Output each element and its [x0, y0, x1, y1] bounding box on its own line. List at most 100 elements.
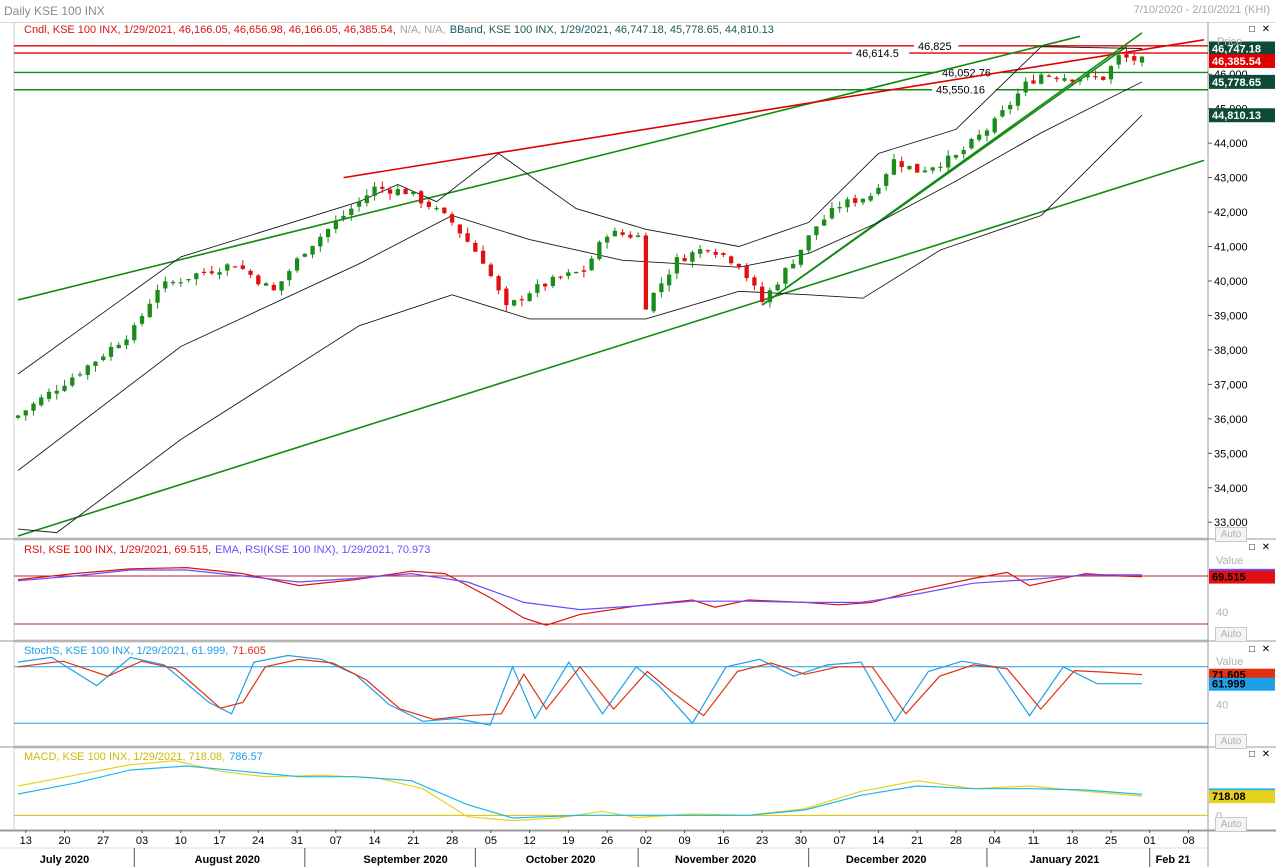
x-month-label: Feb 21: [1156, 854, 1191, 866]
candle-body: [674, 257, 680, 274]
x-day-label: 30: [795, 835, 807, 847]
candle-body: [1108, 66, 1114, 80]
candle-body: [225, 264, 230, 271]
rsi-maximize-icon[interactable]: □: [1248, 542, 1256, 553]
x-day-label: 24: [252, 835, 264, 847]
candle-body: [364, 195, 369, 204]
candle-body: [705, 250, 711, 252]
x-day-label: 02: [640, 835, 652, 847]
price-legend: Cndl, KSE 100 INX, 1/29/2021, 46,166.05,…: [24, 24, 778, 36]
x-month-label: October 2020: [526, 854, 596, 866]
date-range-label: 7/10/2020 - 2/10/2021 (KHI): [1133, 4, 1270, 16]
candle-body: [318, 236, 323, 247]
x-day-label: 07: [834, 835, 846, 847]
trendline: [343, 38, 1205, 179]
candle-body: [132, 325, 137, 341]
candle-body: [542, 283, 548, 287]
trendline: [761, 46, 1127, 306]
candle-body: [201, 271, 207, 274]
macd-auto-button[interactable]: Auto: [1215, 817, 1247, 832]
x-day-label: 18: [1066, 835, 1078, 847]
candle-body: [488, 264, 493, 277]
bband-middle-line: [17, 81, 1143, 471]
indicator-value-badge: [1209, 677, 1275, 691]
candle-body: [651, 292, 656, 312]
horizontal-level-label: 45,550.16: [936, 85, 985, 97]
candle-body: [504, 288, 509, 306]
candle-body: [341, 215, 346, 220]
candle-body: [54, 390, 59, 394]
candle-body: [984, 130, 990, 136]
candle-body: [108, 346, 114, 357]
price-close-icon[interactable]: ✕: [1261, 24, 1271, 35]
rsi-close-icon[interactable]: ✕: [1261, 542, 1271, 553]
price-tick-label: 37,000: [1214, 379, 1248, 391]
macd-close-icon[interactable]: ✕: [1261, 749, 1271, 760]
candle-body: [294, 258, 300, 271]
stoch-close-icon[interactable]: ✕: [1261, 644, 1271, 655]
candle-body: [922, 170, 928, 173]
candle-body: [232, 266, 238, 268]
price-tick-label: 33,000: [1214, 517, 1248, 529]
pane-frame: [13, 22, 1209, 539]
price-tick-label: 41,000: [1214, 242, 1248, 254]
candle-body: [969, 138, 974, 149]
indicator-value-badge-label: 61.999: [1212, 679, 1246, 691]
candle-body: [597, 241, 602, 260]
candle-body: [1046, 75, 1052, 77]
candle-body: [449, 214, 455, 223]
x-day-label: 10: [175, 835, 187, 847]
stoch-maximize-icon[interactable]: □: [1248, 644, 1256, 655]
level-label-bg: [852, 47, 910, 60]
indicator-value-badge: [1209, 790, 1275, 804]
macd-maximize-icon[interactable]: □: [1248, 749, 1256, 760]
macd-line: [17, 760, 1143, 822]
stoch-auto-button[interactable]: Auto: [1215, 734, 1247, 749]
price-tick-label: 44,000: [1214, 138, 1248, 150]
x-day-label: 17: [213, 835, 225, 847]
candle-body: [659, 283, 664, 293]
candle-body: [891, 159, 897, 175]
x-day-label: 07: [330, 835, 342, 847]
level-label-bg: [914, 39, 959, 52]
price-tick-label: 42,000: [1214, 207, 1248, 219]
candle-body: [85, 365, 90, 375]
x-day-label: 12: [523, 835, 535, 847]
candle-body: [124, 339, 129, 346]
rsi-auto-button[interactable]: Auto: [1215, 627, 1247, 642]
candle-body: [480, 250, 486, 264]
candle-body: [860, 198, 866, 203]
ema-legend-text: EMA, RSI(KSE 100 INX), 1/29/2021, 70.973: [215, 544, 431, 556]
chart-area[interactable]: 33,000 34,000 35,000 36,000 37,000 38,000 39,0…: [0, 22, 1276, 867]
candle-body: [333, 220, 338, 230]
stoch-legend-value: 71.605: [232, 645, 266, 657]
price-tick-label: 36,000: [1214, 414, 1248, 426]
indicator-value-badge: [1209, 570, 1275, 584]
title-bar: Daily KSE 100 INX 7/10/2020 - 2/10/2021 …: [0, 0, 1276, 23]
candle-body: [558, 276, 563, 278]
candle-body: [666, 274, 672, 286]
price-value-badge-label: 46,385.54: [1212, 56, 1262, 68]
horizontal-level-label: 46,825: [918, 41, 952, 53]
candle-body: [186, 278, 191, 281]
candle-body: [395, 189, 400, 196]
candle-body: [387, 189, 393, 194]
candle-body: [1085, 74, 1090, 78]
candle-body: [287, 271, 292, 281]
candle-body: [77, 374, 83, 376]
candle-body: [178, 282, 183, 284]
candle-body: [519, 299, 525, 301]
candle-body: [690, 252, 695, 262]
x-day-label: 28: [950, 835, 962, 847]
candle-body: [194, 273, 199, 280]
level-label-bg: [932, 83, 996, 96]
candle-body: [736, 263, 742, 268]
candle-body: [217, 272, 222, 275]
trendline: [17, 35, 1081, 301]
candle-body: [1000, 110, 1005, 117]
candle-body: [697, 249, 703, 254]
price-auto-button[interactable]: Auto: [1215, 527, 1247, 542]
price-maximize-icon[interactable]: □: [1248, 24, 1256, 35]
candle-body: [977, 134, 982, 140]
candle-body: [550, 276, 556, 286]
